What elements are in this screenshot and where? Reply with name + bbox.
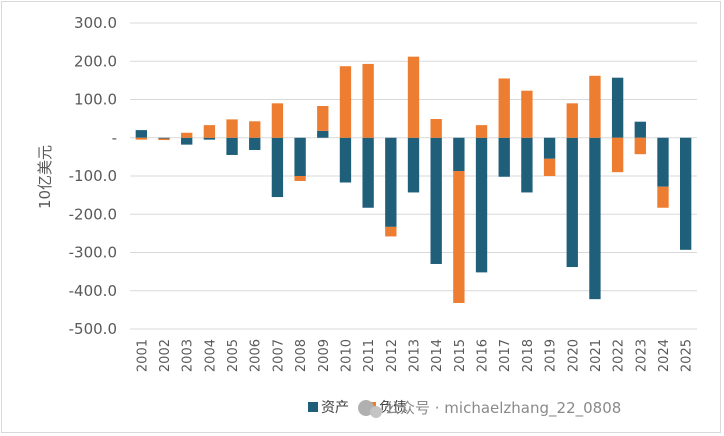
y-tick-label: 300.0 <box>74 14 117 32</box>
bar-assets-2019 <box>543 137 556 159</box>
y-tick-label: 100.0 <box>74 91 117 109</box>
x-tick-label: 2009 <box>317 339 332 372</box>
y-tick-label: - <box>112 129 117 147</box>
bar-assets-2021 <box>589 137 601 300</box>
bar-liabilities-2021 <box>589 75 601 138</box>
bar-assets-2015 <box>453 137 465 172</box>
x-tick-label: 2019 <box>544 339 559 372</box>
bar-liabilities-2024 <box>657 186 669 208</box>
y-tick-label: -400.0 <box>69 282 117 300</box>
x-tick-label: 2011 <box>362 339 377 372</box>
x-tick-label: 2013 <box>408 339 423 372</box>
bar-liabilities-2003 <box>181 132 193 138</box>
bar-liabilities-2016 <box>475 125 488 138</box>
bar-assets-2024 <box>657 137 669 187</box>
x-tick-label: 2015 <box>453 339 468 372</box>
bar-assets-2022 <box>611 77 624 138</box>
bar-assets-2008 <box>294 137 306 176</box>
y-tick-label: -200.0 <box>69 205 117 223</box>
gridlines <box>130 22 697 330</box>
x-tick-label: 2004 <box>203 339 218 372</box>
bar-liabilities-2005 <box>226 119 238 138</box>
bar-assets-2003 <box>181 137 193 145</box>
x-tick-label: 2010 <box>339 339 354 372</box>
x-tick-label: 2020 <box>566 339 581 372</box>
bar-assets-2020 <box>566 137 578 268</box>
x-tick-label: 2014 <box>430 339 445 372</box>
bars <box>135 56 692 303</box>
bar-liabilities-2004 <box>203 125 216 138</box>
y-tick-label: -100.0 <box>69 167 117 185</box>
bar-liabilities-2009 <box>317 106 329 131</box>
bar-assets-2004 <box>203 137 216 140</box>
bar-assets-2025 <box>679 137 692 250</box>
legend-label: 资产 <box>321 400 349 416</box>
bar-assets-2013 <box>407 137 420 193</box>
x-tick-label: 2007 <box>271 339 286 372</box>
x-tick-label: 2012 <box>385 339 400 372</box>
y-tick-label: -300.0 <box>69 244 117 262</box>
x-tick-label: 2003 <box>181 339 196 372</box>
bar-assets-2018 <box>521 137 533 193</box>
x-tick-label: 2008 <box>294 339 309 372</box>
bar-liabilities-2001 <box>135 137 148 140</box>
bar-liabilities-2013 <box>407 56 420 138</box>
legend-swatch <box>308 402 318 412</box>
x-tick-label: 2025 <box>680 339 695 372</box>
x-axis-ticks: 2001 2002 2003 2004 2005 2006 2007 2008 2009 2010… <box>135 339 694 372</box>
x-tick-label: 2018 <box>521 339 536 372</box>
bar-assets-2012 <box>385 137 397 227</box>
bar-assets-2011 <box>362 137 374 208</box>
x-tick-label: 2016 <box>476 339 491 372</box>
y-tick-label: 200.0 <box>74 52 117 70</box>
x-tick-label: 2022 <box>612 339 627 372</box>
bar-liabilities-2008 <box>294 176 306 181</box>
bar-liabilities-2010 <box>339 66 352 138</box>
wechat-icon-small <box>370 406 382 418</box>
x-tick-label: 2006 <box>249 339 264 372</box>
bar-liabilities-2011 <box>362 63 374 138</box>
bar-assets-2005 <box>226 137 238 155</box>
bar-assets-2009 <box>317 130 329 138</box>
bar-assets-2017 <box>498 137 510 177</box>
bar-assets-2001 <box>135 130 148 138</box>
bar-liabilities-2022 <box>611 137 624 173</box>
bar-assets-2007 <box>271 137 284 198</box>
x-tick-label: 2023 <box>634 339 649 372</box>
bar-liabilities-2002 <box>158 138 170 141</box>
bar-liabilities-2014 <box>430 119 442 138</box>
bar-liabilities-2019 <box>543 158 556 176</box>
watermark: 公众号 · michaelzhang_22_0808 <box>358 399 621 418</box>
bar-assets-2016 <box>475 137 488 273</box>
bar-liabilities-2023 <box>634 137 646 155</box>
bar-assets-2010 <box>339 137 352 183</box>
bar-liabilities-2012 <box>385 226 397 237</box>
bar-assets-2002 <box>158 137 170 139</box>
x-tick-label: 2017 <box>498 339 513 372</box>
x-tick-label: 2024 <box>657 339 672 372</box>
bar-liabilities-2015 <box>453 171 465 303</box>
y-tick-label: -500.0 <box>69 320 117 338</box>
x-tick-label: 2001 <box>135 339 150 372</box>
y-axis-ticks: 300.0 200.0 100.0 - -100.0 -200.0 -300.0 -400.0… <box>69 14 117 338</box>
bar-liabilities-2020 <box>566 103 578 138</box>
x-tick-label: 2002 <box>158 339 173 372</box>
bar-liabilities-2007 <box>271 103 284 138</box>
bar-assets-2006 <box>249 137 261 150</box>
bar-liabilities-2006 <box>249 121 261 138</box>
watermark-text: 公众号 · michaelzhang_22_0808 <box>385 399 621 418</box>
bar-assets-2023 <box>634 121 646 138</box>
y-axis-label: 10亿美元 <box>36 145 54 209</box>
bar-liabilities-2017 <box>498 78 510 138</box>
bar-assets-2014 <box>430 137 442 264</box>
x-tick-label: 2005 <box>226 339 241 372</box>
legend-label: 负债 <box>379 400 407 416</box>
bar-liabilities-2018 <box>521 90 533 138</box>
x-tick-label: 2021 <box>589 339 604 372</box>
